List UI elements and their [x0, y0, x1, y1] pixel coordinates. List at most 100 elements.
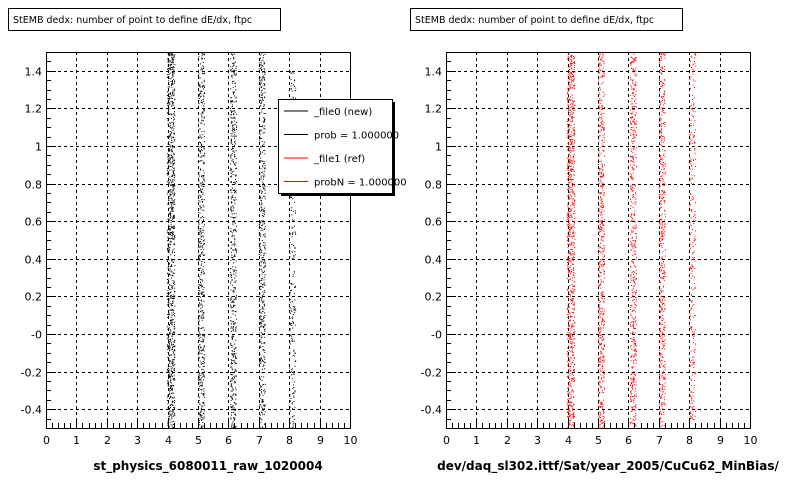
- data-point: [201, 327, 203, 329]
- data-point: [170, 385, 172, 387]
- data-point: [634, 332, 636, 334]
- data-point: [263, 105, 265, 107]
- data-point: [573, 403, 575, 405]
- data-point: [294, 324, 296, 326]
- data-point: [601, 295, 603, 297]
- data-point: [632, 217, 633, 219]
- data-point: [634, 100, 636, 102]
- data-point: [203, 162, 205, 164]
- data-point: [573, 203, 575, 205]
- data-point: [262, 178, 264, 180]
- data-point: [602, 327, 604, 329]
- data-point: [633, 402, 635, 403]
- data-point: [171, 104, 173, 106]
- data-point: [260, 91, 262, 93]
- data-point: [171, 98, 173, 100]
- data-point: [573, 308, 575, 310]
- data-point: [169, 333, 171, 335]
- data-point: [289, 247, 291, 249]
- data-point: [572, 287, 574, 289]
- data-point: [661, 84, 663, 86]
- data-point: [290, 290, 292, 292]
- data-point: [231, 110, 233, 112]
- data-point: [601, 264, 603, 265]
- data-point: [233, 221, 235, 223]
- data-point: [200, 378, 201, 380]
- data-point: [259, 79, 260, 81]
- data-point: [167, 228, 169, 230]
- data-point: [199, 201, 201, 203]
- data-point: [569, 109, 571, 111]
- data-point: [169, 344, 171, 346]
- data-point: [200, 185, 202, 187]
- data-point: [199, 290, 201, 292]
- data-point: [567, 219, 569, 221]
- data-point: [167, 136, 169, 138]
- data-point: [168, 329, 170, 331]
- data-point: [291, 258, 293, 260]
- data-point: [173, 189, 175, 191]
- data-point: [662, 297, 664, 299]
- data-point: [172, 163, 174, 164]
- data-point: [294, 352, 296, 354]
- data-point: [630, 377, 632, 379]
- data-point: [201, 156, 203, 158]
- data-point: [262, 187, 264, 189]
- data-point: [635, 373, 637, 375]
- data-point: [172, 352, 174, 354]
- data-point: [289, 372, 291, 373]
- data-point: [233, 70, 235, 72]
- data-point: [604, 107, 605, 109]
- data-point: [601, 323, 603, 325]
- data-point: [173, 238, 175, 239]
- data-point: [572, 298, 574, 300]
- data-point: [631, 140, 633, 142]
- data-point: [600, 402, 602, 404]
- data-point: [263, 364, 265, 366]
- data-point: [569, 271, 571, 273]
- data-point: [573, 276, 575, 278]
- data-point: [261, 89, 263, 91]
- data-point: [568, 124, 570, 125]
- data-point: [630, 274, 632, 276]
- data-point: [569, 209, 571, 211]
- data-point: [570, 244, 572, 246]
- data-point: [172, 333, 174, 335]
- data-point: [633, 327, 635, 329]
- data-point: [200, 249, 202, 251]
- data-point: [167, 368, 169, 370]
- data-point: [264, 259, 266, 261]
- data-point: [261, 359, 263, 361]
- data-point: [567, 393, 569, 395]
- data-point: [173, 56, 175, 58]
- data-point: [570, 54, 572, 56]
- data-point: [630, 214, 632, 216]
- data-point: [572, 213, 574, 215]
- data-point: [600, 279, 602, 281]
- data-point: [201, 55, 203, 57]
- data-point: [168, 61, 170, 63]
- data-point: [602, 416, 604, 418]
- data-point: [632, 367, 634, 369]
- data-point: [572, 245, 574, 247]
- data-point: [634, 349, 635, 351]
- data-point: [231, 181, 232, 183]
- data-point: [659, 61, 661, 63]
- data-point: [231, 424, 233, 426]
- data-point: [173, 402, 175, 404]
- data-point: [631, 381, 633, 383]
- data-point: [601, 403, 603, 405]
- data-point: [599, 411, 601, 413]
- data-point: [633, 419, 635, 421]
- data-point: [230, 173, 232, 175]
- data-point: [259, 136, 261, 138]
- data-point: [573, 247, 575, 249]
- data-point: [599, 220, 601, 222]
- data-point: [204, 180, 206, 182]
- data-point: [261, 228, 263, 230]
- data-point: [169, 388, 171, 390]
- data-point: [630, 172, 631, 174]
- data-point: [601, 108, 603, 110]
- data-point: [633, 291, 635, 293]
- data-point: [630, 79, 632, 81]
